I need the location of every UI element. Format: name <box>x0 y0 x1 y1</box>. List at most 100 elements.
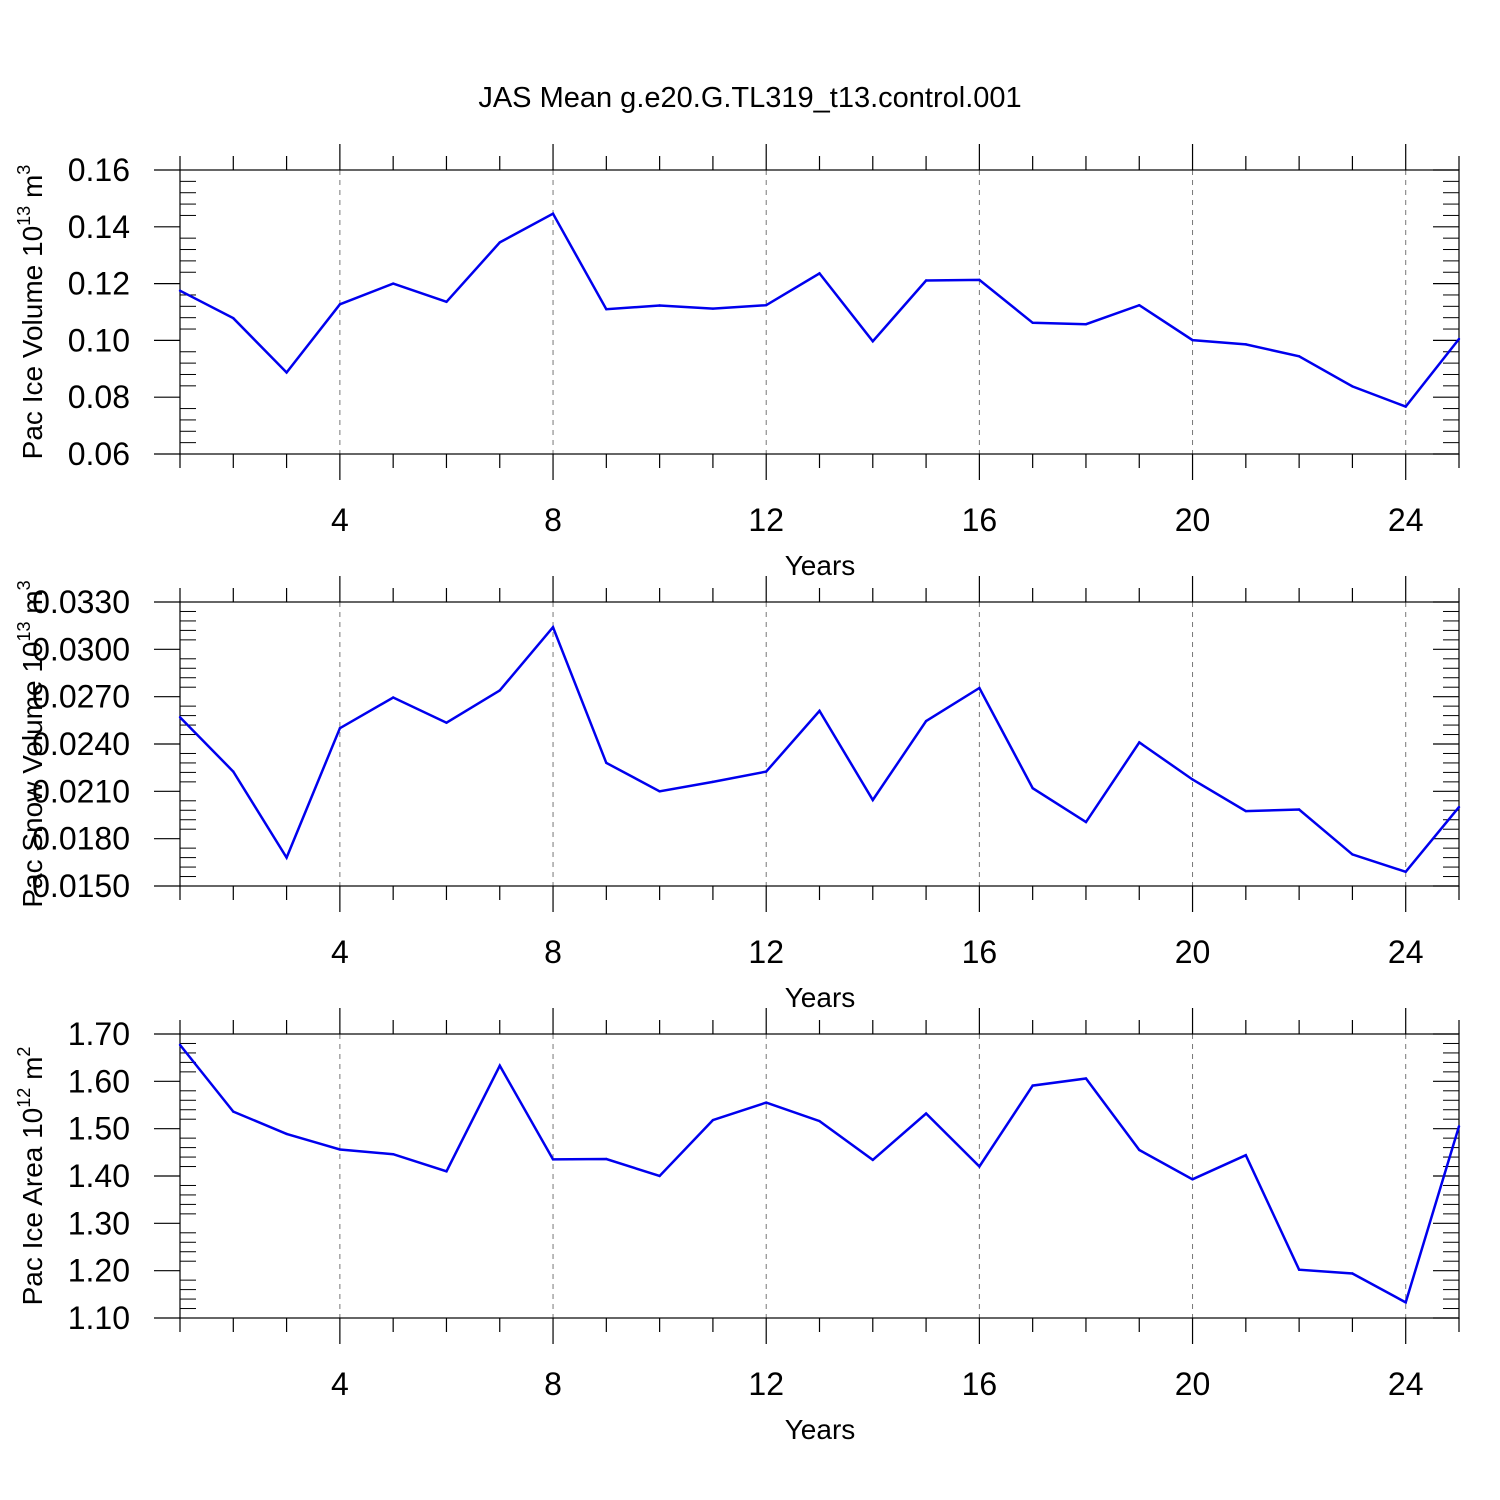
y-axis-label: Pac Ice Volume 1013 m3 <box>14 165 48 460</box>
y-tick-label: 0.0300 <box>32 631 130 667</box>
y-tick-label: 0.0180 <box>32 821 130 857</box>
panel-1: 0.06 0.08 0.10 0.12 0.14 0.16 4 8 12 16 20 24 Years P… <box>14 144 1461 581</box>
data-point <box>445 300 448 303</box>
y-axis-label: Pac Snow Volume 1013 m3 <box>14 580 48 907</box>
data-point <box>551 1158 555 1161</box>
y-tick-label: 0.0270 <box>32 679 130 715</box>
x-tick-label: 20 <box>1175 502 1211 538</box>
y-tick-label: 1.40 <box>68 1158 130 1194</box>
y-tick-label: 1.60 <box>68 1063 130 1099</box>
data-point <box>1138 741 1141 744</box>
plot-frame <box>179 601 1460 887</box>
data-point <box>871 1158 874 1162</box>
x-tick-label: 12 <box>748 1366 784 1402</box>
data-point <box>658 790 661 793</box>
data-point <box>1457 805 1461 809</box>
data-point <box>445 1170 448 1173</box>
data-point <box>818 709 821 713</box>
data-point <box>1351 385 1354 388</box>
y-axis-label-unit: m <box>17 1057 48 1088</box>
x-tick-label: 12 <box>748 934 784 970</box>
data-point <box>178 715 182 719</box>
data-point <box>818 272 821 275</box>
data-point <box>978 686 981 690</box>
data-point <box>871 340 874 343</box>
x-tick-label: 4 <box>331 502 349 538</box>
y-tick-label: 0.0150 <box>32 868 130 904</box>
x-tick-label: 16 <box>962 934 998 970</box>
x-tick-label: 24 <box>1388 934 1424 970</box>
data-point <box>871 798 874 802</box>
x-axis-label: Years <box>785 982 856 1013</box>
data-point <box>1297 808 1301 811</box>
data-point <box>178 1043 182 1047</box>
data-point <box>605 1157 608 1161</box>
x-tick-label: 24 <box>1388 502 1424 538</box>
data-point <box>658 1174 661 1178</box>
x-tick-label: 8 <box>544 934 562 970</box>
data-point <box>605 307 608 311</box>
panel-2: 0.0150 0.0180 0.0210 0.0240 0.0270 0.0300 0.03… <box>14 576 1461 1013</box>
x-tick-label: 4 <box>331 934 349 970</box>
data-point <box>1084 1077 1088 1080</box>
y-tick-label: 0.0210 <box>32 773 130 809</box>
data-point <box>391 696 395 699</box>
y-tick-label: 0.0240 <box>32 726 130 762</box>
y-axis-label: Pac Ice Area 1012 m2 <box>14 1047 48 1306</box>
data-point <box>1191 778 1194 781</box>
data-point <box>498 689 501 692</box>
x-axis-label: Years <box>785 1414 856 1445</box>
panel-3: 1.10 1.20 1.30 1.40 1.50 1.60 1.70 4 8 12 16 20 24 Ye… <box>14 1008 1461 1445</box>
data-point <box>285 1132 288 1136</box>
data-point <box>658 304 661 307</box>
data-point <box>1404 405 1407 408</box>
data-point <box>1404 870 1407 873</box>
data-point <box>1457 1125 1461 1128</box>
y-tick-label: 1.50 <box>68 1111 130 1147</box>
y-axis-label-unit-exponent: 2 <box>14 1047 34 1057</box>
data-point <box>818 1119 821 1123</box>
x-tick-label: 16 <box>962 1366 998 1402</box>
data-point <box>232 770 235 773</box>
data-point <box>765 1101 768 1104</box>
y-axis-label-unit: m <box>17 590 48 621</box>
series-line <box>179 1044 1461 1305</box>
data-point <box>1297 1268 1301 1271</box>
data-point <box>605 761 608 765</box>
y-axis-label-unit-exponent: 3 <box>14 165 34 175</box>
y-axis-label-unit: m <box>17 175 48 206</box>
data-point <box>1351 853 1354 856</box>
data-point <box>1191 338 1194 342</box>
y-tick-label: 1.70 <box>68 1016 130 1052</box>
y-tick-label: 1.10 <box>68 1300 130 1336</box>
data-point <box>1457 337 1461 341</box>
data-point <box>978 1165 981 1168</box>
x-axis-label: Years <box>785 550 856 581</box>
y-axis-label-text: Pac Ice Area 10 <box>17 1108 48 1306</box>
data-point <box>498 241 501 244</box>
y-tick-label: 0.16 <box>68 152 130 188</box>
x-tick-label: 8 <box>544 1366 562 1402</box>
y-axis-label-text: Pac Ice Volume 10 <box>17 226 48 459</box>
y-tick-label: 0.10 <box>68 322 130 358</box>
data-point <box>285 856 288 859</box>
y-tick-label: 0.14 <box>68 209 130 245</box>
data-point <box>1138 1148 1141 1152</box>
x-tick-label: 20 <box>1175 1366 1211 1402</box>
data-point <box>551 212 555 215</box>
data-point <box>1351 1272 1354 1275</box>
plot-frame <box>179 169 1460 455</box>
data-point <box>1084 323 1088 326</box>
x-tick-label: 20 <box>1175 934 1211 970</box>
data-point <box>1244 1153 1248 1157</box>
y-tick-label: 1.20 <box>68 1253 130 1289</box>
data-point <box>765 303 768 307</box>
x-tick-label: 24 <box>1388 1366 1424 1402</box>
y-tick-label: 0.12 <box>68 266 130 302</box>
data-point <box>978 278 981 282</box>
data-point <box>711 1118 715 1122</box>
data-point <box>1404 1301 1407 1304</box>
data-point <box>924 279 928 282</box>
y-tick-label: 0.0330 <box>32 584 130 620</box>
